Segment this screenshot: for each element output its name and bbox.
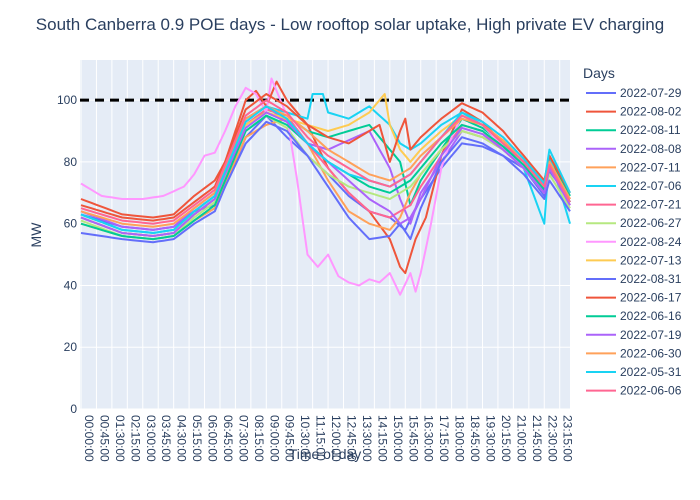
legend-label: 2022-06-27 xyxy=(620,216,682,230)
legend-item-2022-06-06[interactable]: 2022-06-06 xyxy=(586,384,682,398)
y-tick-label: 60 xyxy=(64,217,78,231)
x-tick-label: 10:30:00 xyxy=(298,415,312,462)
legend-item-2022-08-08[interactable]: 2022-08-08 xyxy=(586,142,682,156)
x-tick-label: 15:00:00 xyxy=(391,415,405,462)
y-tick-label: 100 xyxy=(57,93,77,107)
legend-label: 2022-08-11 xyxy=(620,123,681,137)
y-axis-title: MW xyxy=(28,222,44,248)
legend-label: 2022-08-02 xyxy=(620,105,682,119)
legend-label: 2022-08-08 xyxy=(620,142,682,156)
legend-label: 2022-07-19 xyxy=(620,328,682,342)
legend-label: 2022-07-06 xyxy=(620,179,682,193)
x-tick-label: 15:45:00 xyxy=(406,415,420,462)
legend-item-2022-06-30[interactable]: 2022-06-30 xyxy=(586,346,682,360)
x-tick-label: 16:30:00 xyxy=(422,415,436,462)
series-line-2022-06-17 xyxy=(80,93,571,222)
legend-label: 2022-06-17 xyxy=(620,291,682,305)
x-tick-label: 12:00:00 xyxy=(329,415,343,462)
x-tick-label: 19:30:00 xyxy=(483,415,497,462)
x-tick-label: 05:15:00 xyxy=(190,415,204,462)
legend-title: Days xyxy=(583,65,615,81)
x-tick-label: 20:15:00 xyxy=(499,415,513,462)
legend-item-2022-05-31[interactable]: 2022-05-31 xyxy=(586,365,682,379)
legend-item-2022-07-06[interactable]: 2022-07-06 xyxy=(586,179,682,193)
x-tick-label: 23:15:00 xyxy=(561,415,575,462)
legend-label: 2022-08-24 xyxy=(620,235,682,249)
legend[interactable]: 2022-07-29 2022-08-02 2022-08-11 2022-08-08… xyxy=(586,86,682,398)
plot-area xyxy=(80,60,570,409)
x-tick-label: 18:45:00 xyxy=(468,415,482,462)
legend-item-2022-07-29[interactable]: 2022-07-29 xyxy=(586,86,682,100)
x-tick-label: 13:30:00 xyxy=(360,415,374,462)
x-tick-label: 21:00:00 xyxy=(514,415,528,462)
legend-label: 2022-07-29 xyxy=(620,86,682,100)
legend-item-2022-07-19[interactable]: 2022-07-19 xyxy=(586,328,682,342)
x-tick-label: 09:45:00 xyxy=(283,415,297,462)
legend-item-2022-06-17[interactable]: 2022-06-17 xyxy=(586,291,682,305)
series-line-2022-08-02 xyxy=(80,80,571,275)
legend-label: 2022-07-11 xyxy=(620,160,681,174)
x-tick-label: 21:45:00 xyxy=(530,415,544,462)
x-tick-label: 14:15:00 xyxy=(375,415,389,462)
x-tick-label: 11:15:00 xyxy=(314,415,328,461)
chart-title: South Canberra 0.9 POE days - Low roofto… xyxy=(36,15,664,34)
legend-item-2022-07-21[interactable]: 2022-07-21 xyxy=(586,198,682,212)
legend-item-2022-07-11[interactable]: 2022-07-11 xyxy=(586,160,681,174)
x-tick-label: 06:00:00 xyxy=(206,415,220,462)
x-tick-label: 02:15:00 xyxy=(128,415,142,462)
legend-item-2022-06-16[interactable]: 2022-06-16 xyxy=(586,309,682,323)
x-tick-label: 17:15:00 xyxy=(437,415,451,462)
x-tick-label: 03:00:00 xyxy=(144,415,158,462)
series-line-2022-08-31 xyxy=(80,120,571,244)
x-tick-label: 09:00:00 xyxy=(267,415,281,462)
x-tick-label: 00:45:00 xyxy=(97,415,111,462)
x-tick-label: 12:45:00 xyxy=(345,415,359,462)
series-line-2022-05-31 xyxy=(80,105,571,234)
x-tick-label: 07:30:00 xyxy=(236,415,250,462)
legend-item-2022-07-13[interactable]: 2022-07-13 xyxy=(586,253,682,267)
legend-label: 2022-07-13 xyxy=(620,253,682,267)
legend-item-2022-08-24[interactable]: 2022-08-24 xyxy=(586,235,682,249)
series-line-2022-06-06 xyxy=(80,99,571,225)
x-axis-ticks: 00:00:00 00:45:00 01:30:00 02:15:00 03:00:00… xyxy=(82,415,575,462)
x-axis-title: Time of day xyxy=(289,446,362,462)
legend-label: 2022-06-06 xyxy=(620,384,682,398)
y-axis-ticks: 0 20 40 60 80 100 xyxy=(57,93,77,416)
y-tick-label: 20 xyxy=(64,340,78,354)
y-tick-label: 80 xyxy=(64,155,78,169)
x-tick-label: 08:15:00 xyxy=(252,415,266,462)
y-tick-label: 0 xyxy=(70,402,77,416)
legend-label: 2022-06-30 xyxy=(620,346,682,360)
legend-label: 2022-07-21 xyxy=(620,198,682,212)
legend-item-2022-08-31[interactable]: 2022-08-31 xyxy=(586,272,682,286)
legend-label: 2022-08-31 xyxy=(620,272,682,286)
x-tick-label: 18:00:00 xyxy=(453,415,467,462)
x-tick-label: 04:30:00 xyxy=(175,415,189,462)
x-tick-label: 06:45:00 xyxy=(221,415,235,462)
y-tick-label: 40 xyxy=(64,278,78,292)
x-tick-label: 22:30:00 xyxy=(545,415,559,462)
legend-item-2022-06-27[interactable]: 2022-06-27 xyxy=(586,216,682,230)
series-lines xyxy=(80,77,571,296)
legend-label: 2022-05-31 xyxy=(620,365,682,379)
legend-item-2022-08-11[interactable]: 2022-08-11 xyxy=(586,123,681,137)
x-tick-label: 03:45:00 xyxy=(159,415,173,462)
legend-label: 2022-06-16 xyxy=(620,309,682,323)
x-tick-label: 01:30:00 xyxy=(113,415,127,462)
legend-item-2022-08-02[interactable]: 2022-08-02 xyxy=(586,105,682,119)
x-tick-label: 00:00:00 xyxy=(82,415,96,462)
